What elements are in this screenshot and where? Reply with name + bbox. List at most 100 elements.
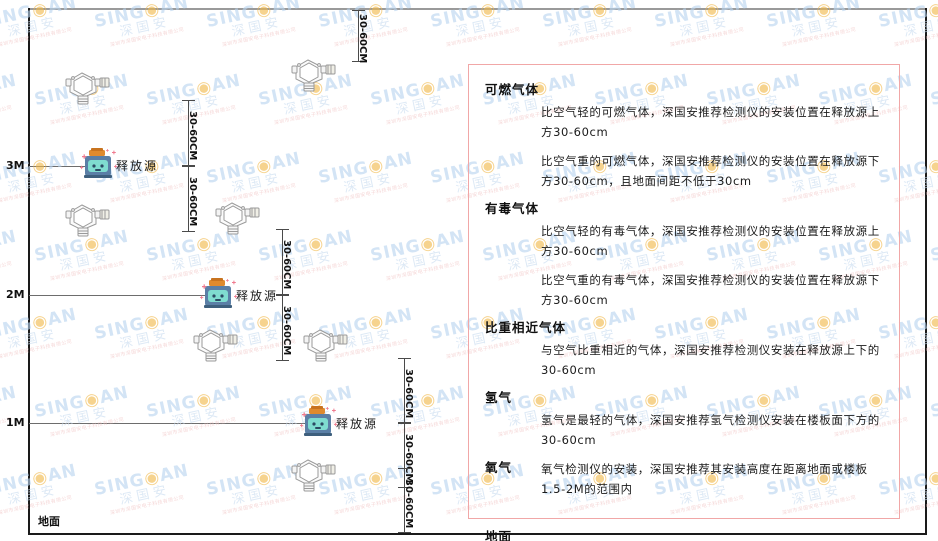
gas-detector-icon	[212, 198, 266, 238]
watermark-brand: SING◉AN	[876, 0, 938, 33]
watermark-chinese: 深国安	[0, 244, 25, 279]
axis-label-2m: 2M	[6, 288, 25, 301]
watermark-small: 深圳市深国安电子科技有限公司	[109, 26, 185, 49]
watermark-small: 深圳市深国安电子科技有限公司	[161, 104, 237, 127]
panel-paragraph: 比空气轻的可燃气体，深国安推荐检测仪的安装位置在释放源上方30-60cm	[541, 105, 880, 139]
watermark-brand: SING◉AN	[144, 382, 243, 423]
watermark-chinese: 深国安	[0, 88, 25, 123]
panel-section-body: 氢气是最轻的气体，深国安推荐氢气检测仪安装在楼板面下方的30-60cm	[541, 410, 885, 450]
watermark-chinese: 深国安	[282, 248, 336, 275]
release-source-label: 释放源	[236, 289, 279, 303]
dimension-label: 30-60CM	[403, 478, 414, 528]
watermark-small: 深圳市深国安电子科技有限公司	[385, 104, 461, 127]
watermark-small: 深圳市深国安电子科技有限公司	[385, 260, 461, 283]
panel-paragraph: 氧气检测仪的安装，深国安推荐其安装高度在距离地面或楼板1.5-2M的范围内	[541, 462, 868, 496]
dimension-line	[352, 10, 365, 62]
dimension-line	[276, 229, 289, 295]
panel-section-hydrogen: 氢气氢气是最轻的气体，深国安推荐氢气检测仪安装在楼板面下方的30-60cm	[483, 389, 885, 450]
watermark-chinese: 深国安	[902, 14, 938, 41]
watermark-small: 深圳市深国安电子科技有限公司	[221, 494, 297, 517]
watermark-brand: SING◉AN	[92, 460, 191, 501]
watermark-small: 深圳市深国安电子科技有限公司	[0, 26, 73, 49]
watermark-small: 深圳市深国安电子科技有限公司	[669, 26, 745, 49]
watermark-brand: SING◉AN	[368, 70, 467, 111]
ground-label: 地面	[38, 515, 60, 528]
watermark-small: 深圳市深国安电子科技有限公司	[273, 104, 349, 127]
watermark-small: 深圳市深国安电子科技有限公司	[445, 26, 521, 49]
watermark-small: 深圳市深国安电子科技有限公司	[109, 494, 185, 517]
release-source-icon	[300, 406, 340, 440]
panel-paragraph: 比空气重的可燃气体，深国安推荐检测仪的安装位置在释放源下方30-60cm，且地面…	[541, 154, 880, 188]
watermark-chinese: 深国安	[678, 14, 732, 41]
watermark-chinese: 深国安	[6, 326, 60, 353]
watermark-chinese: 深国安	[929, 88, 938, 123]
dimension-line	[182, 166, 195, 232]
panel-section-body: 比空气轻的可燃气体，深国安推荐检测仪的安装位置在释放源上方30-60cm 比空气重…	[541, 102, 885, 191]
watermark-chinese: 深国安	[230, 170, 284, 197]
wall-line-right	[925, 8, 927, 535]
watermark-small: 深圳市深国安电子科技有限公司	[333, 26, 409, 49]
watermark-brand: SING◉AN	[92, 304, 191, 345]
watermark-brand: SING◉AN	[256, 226, 355, 267]
watermark-brand: SING◉AN	[764, 0, 863, 33]
gas-detector-icon	[288, 455, 342, 495]
ground-line	[28, 533, 927, 535]
watermark-chinese: 深国安	[394, 404, 448, 431]
dimension-line	[398, 358, 411, 423]
watermark-small: 深圳市深国安电子科技有限公司	[333, 182, 409, 205]
watermark-brand: SING◉AN	[0, 226, 19, 253]
watermark-chinese: 深国安	[170, 404, 224, 431]
watermark-brand: SING◉AN	[32, 382, 131, 423]
release-source-icon	[80, 148, 120, 182]
watermark-brand: SING◉AN	[0, 70, 19, 97]
panel-section-title: 地面	[485, 529, 513, 541]
watermark-brand: SING◉AN	[316, 148, 415, 189]
watermark-brand: SING◉AN	[928, 79, 938, 111]
watermark-small: 深圳市深国安电子科技有限公司	[932, 258, 938, 286]
watermark-chinese: 深国安	[342, 170, 396, 197]
watermark-chinese: 深国安	[118, 482, 172, 509]
watermark-chinese: 深国安	[58, 248, 112, 275]
panel-paragraph: 比空气重的有毒气体，深国安推荐检测仪的安装位置在释放源下方30-60cm	[541, 273, 880, 307]
watermark-chinese: 深国安	[566, 14, 620, 41]
watermark-chinese: 深国安	[454, 14, 508, 41]
panel-section-combustible-gas: 可燃气体 比空气轻的可燃气体，深国安推荐检测仪的安装位置在释放源上方30-60cm…	[483, 81, 885, 191]
gas-detector-icon	[62, 68, 116, 108]
watermark-small: 深圳市深国安电子科技有限公司	[161, 416, 237, 439]
dimension-label: 30-60CM	[403, 368, 414, 418]
watermark-chinese: 深国安	[929, 244, 938, 279]
watermark-small: 深圳市深国安电子科技有限公司	[0, 260, 13, 283]
dimension-label: 30-60CM	[187, 177, 198, 227]
panel-section-oxygen: 氧气 氧气检测仪的安装，深国安推荐其安装高度在距离地面或楼板1.5-2M的范围内	[483, 459, 885, 508]
dimension-line	[276, 295, 289, 361]
watermark-brand: SING◉AN	[204, 148, 303, 189]
watermark-brand: SING◉AN	[368, 226, 467, 267]
level-line-2m	[29, 295, 210, 296]
watermark-brand: SING◉AN	[928, 235, 938, 267]
gas-detector-icon	[300, 325, 354, 365]
watermark-brand: SING◉AN	[652, 0, 751, 33]
axis-label-3m: 3M	[6, 159, 25, 172]
watermark-small: 深圳市深国安电子科技有限公司	[557, 26, 633, 49]
dimension-line	[398, 468, 411, 533]
panel-spacer	[483, 508, 885, 522]
panel-section-body: 比空气轻的有毒气体，深国安推荐检测仪的安装位置在释放源上方30-60cm 比空气重…	[541, 221, 885, 310]
watermark-small: 深圳市深国安电子科技有限公司	[932, 102, 938, 130]
watermark-chinese: 深国安	[929, 400, 938, 435]
panel-section-title: 氢气	[485, 390, 513, 405]
panel-section-body: 与空气比重相近的气体，深国安推荐检测仪安装在释放源上下的30-60cm	[541, 340, 885, 380]
